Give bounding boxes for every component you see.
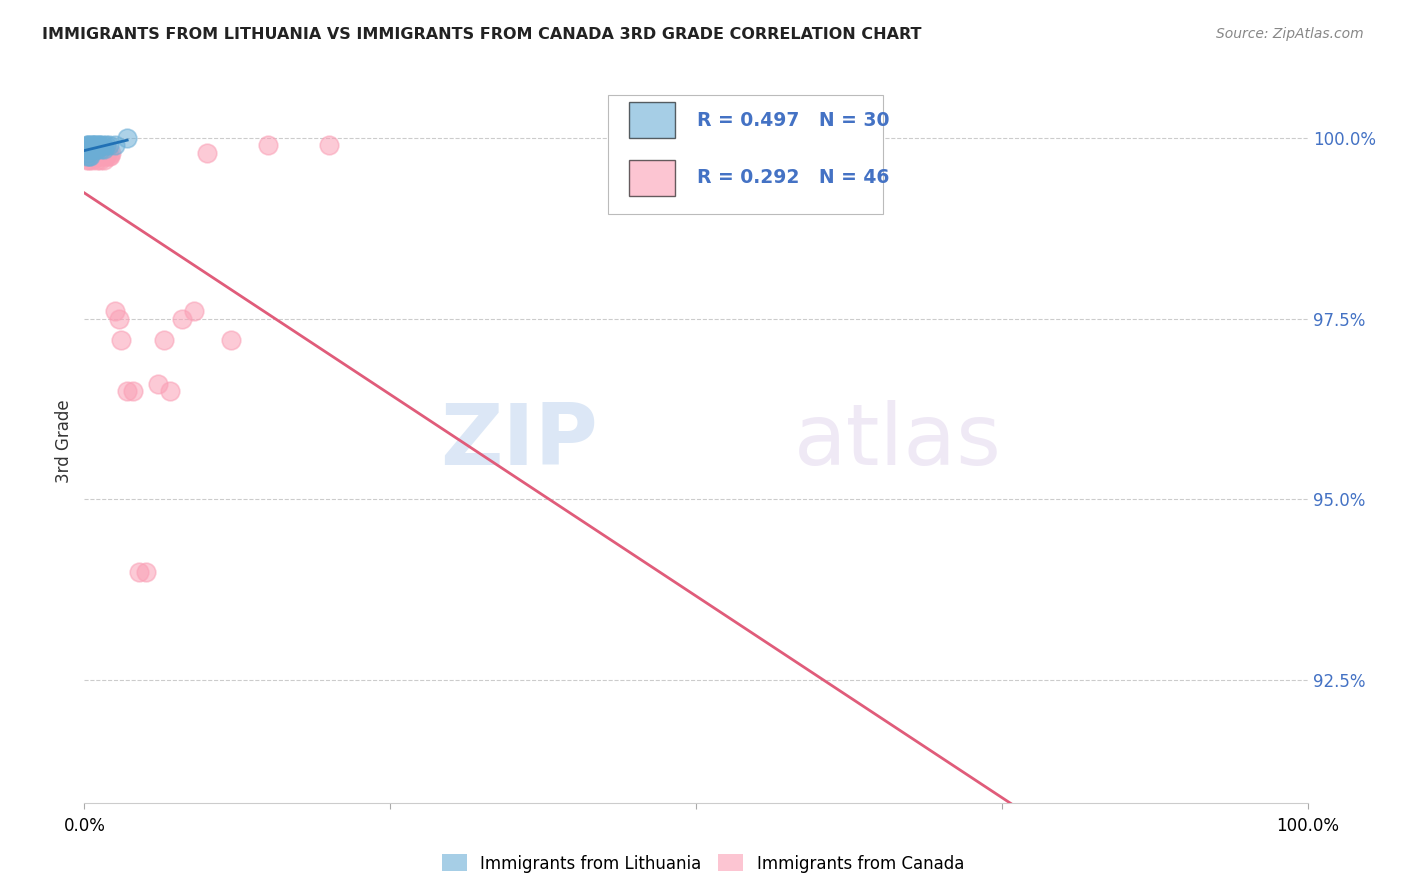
Point <box>82 149 104 163</box>
Point <box>84 145 107 160</box>
Point <box>80 153 103 167</box>
Point <box>93 153 115 167</box>
Point <box>80 138 103 153</box>
Point <box>104 304 127 318</box>
Point <box>77 153 100 167</box>
Point <box>90 142 112 156</box>
Point <box>79 142 101 156</box>
Point <box>77 145 100 160</box>
Text: R = 0.292   N = 46: R = 0.292 N = 46 <box>697 169 890 187</box>
Text: atlas: atlas <box>794 400 1002 483</box>
Point <box>79 149 101 163</box>
FancyBboxPatch shape <box>628 160 675 196</box>
Point <box>110 334 132 348</box>
Point <box>82 142 104 156</box>
Point <box>86 142 108 156</box>
Point <box>76 145 98 160</box>
Point <box>86 142 108 156</box>
Point <box>91 149 114 163</box>
Point <box>135 565 157 579</box>
Point <box>86 149 108 163</box>
Point <box>76 153 98 167</box>
Point <box>77 138 100 153</box>
Point <box>96 149 118 163</box>
Point <box>83 145 105 160</box>
Y-axis label: 3rd Grade: 3rd Grade <box>55 400 73 483</box>
Point <box>76 138 98 153</box>
Point <box>93 142 115 156</box>
Point <box>183 304 205 318</box>
Point <box>87 149 110 163</box>
Point <box>318 138 340 153</box>
Point <box>75 142 97 156</box>
Point <box>87 149 110 163</box>
Point <box>87 138 110 153</box>
Point <box>107 311 129 326</box>
Point <box>75 149 97 163</box>
Point <box>98 149 121 163</box>
Point <box>87 138 110 153</box>
Text: ZIP: ZIP <box>440 400 598 483</box>
Point <box>77 149 100 163</box>
Point <box>172 311 194 326</box>
Point <box>146 376 169 391</box>
Point <box>122 384 145 398</box>
Point <box>97 149 120 163</box>
Point <box>91 138 114 153</box>
Point <box>90 149 112 163</box>
Point <box>96 138 118 153</box>
Point <box>77 149 100 163</box>
Point <box>115 131 138 145</box>
Point <box>94 145 117 160</box>
Point <box>79 142 101 156</box>
Point <box>82 142 104 156</box>
Point <box>77 142 100 156</box>
Point <box>76 149 98 163</box>
Point <box>97 138 120 153</box>
Text: R = 0.497   N = 30: R = 0.497 N = 30 <box>697 111 890 129</box>
Point <box>77 145 100 160</box>
Point <box>100 145 122 160</box>
Point <box>83 142 105 156</box>
Point <box>79 149 101 163</box>
Point <box>219 334 242 348</box>
Point <box>115 384 138 398</box>
Text: Source: ZipAtlas.com: Source: ZipAtlas.com <box>1216 27 1364 41</box>
Point <box>104 138 127 153</box>
Point <box>83 142 105 156</box>
Point <box>128 565 150 579</box>
Point <box>80 145 103 160</box>
Point <box>82 138 104 153</box>
Point <box>153 334 176 348</box>
Point <box>86 153 108 167</box>
Text: IMMIGRANTS FROM LITHUANIA VS IMMIGRANTS FROM CANADA 3RD GRADE CORRELATION CHART: IMMIGRANTS FROM LITHUANIA VS IMMIGRANTS … <box>42 27 922 42</box>
Legend: Immigrants from Lithuania, Immigrants from Canada: Immigrants from Lithuania, Immigrants fr… <box>436 847 970 880</box>
Point <box>83 138 105 153</box>
Point <box>89 153 111 167</box>
FancyBboxPatch shape <box>628 102 675 138</box>
Point <box>159 384 181 398</box>
Point <box>89 138 111 153</box>
Point <box>77 142 100 156</box>
Point <box>195 145 218 160</box>
Point <box>80 142 103 156</box>
Point <box>77 138 100 153</box>
FancyBboxPatch shape <box>607 95 883 214</box>
Point <box>84 138 107 153</box>
Point <box>77 142 100 156</box>
Point <box>97 145 120 160</box>
Point <box>257 138 280 153</box>
